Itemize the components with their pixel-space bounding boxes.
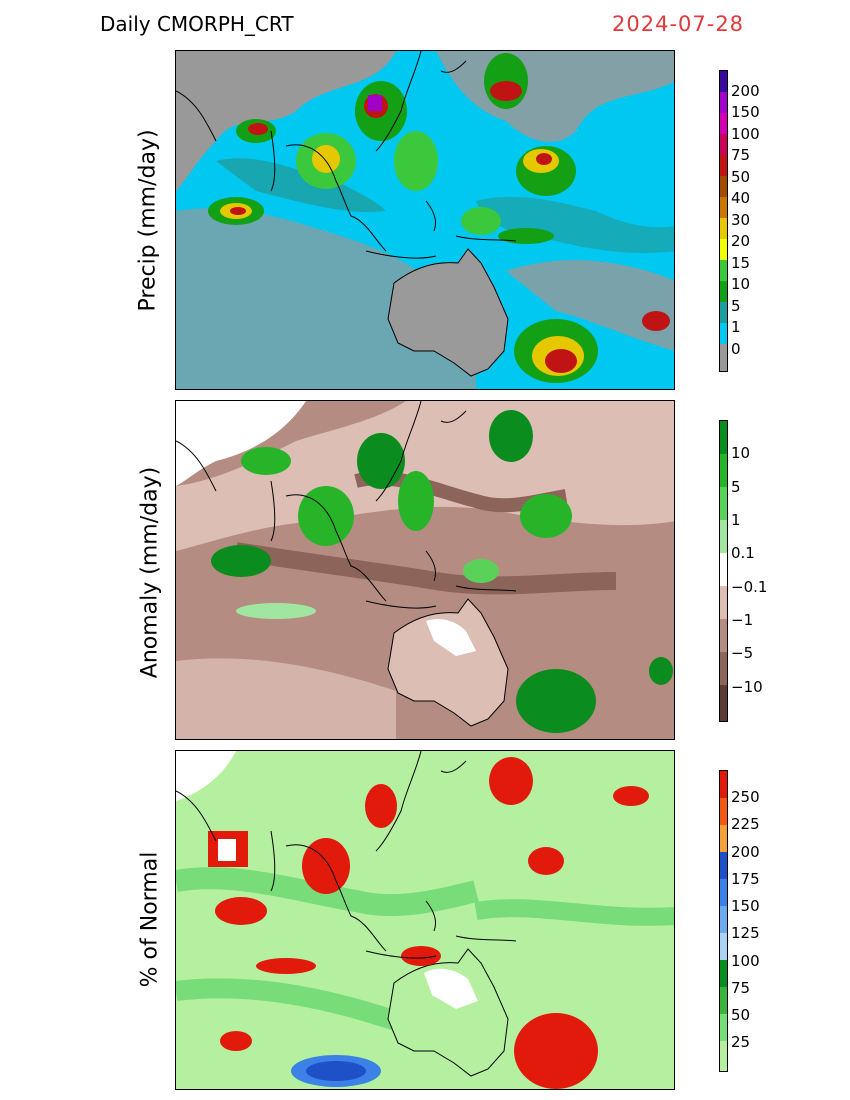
anomaly-tick-neg5: −5: [731, 644, 754, 662]
percent-colorbar: [719, 770, 728, 1072]
percent-tick-25: 25: [731, 1033, 751, 1051]
precip-tick-150: 150: [731, 103, 760, 121]
percent-tick-250: 250: [731, 788, 760, 806]
precip-colorbar: [719, 70, 728, 372]
ylabel-precip: Precip (mm/day): [135, 129, 161, 312]
precip-tick-5: 5: [731, 297, 741, 315]
anomaly-colorbar: [719, 420, 728, 722]
anomaly-tick-neg0.1: −0.1: [731, 578, 768, 596]
precip-map: [175, 50, 675, 390]
precip-tick-200: 200: [731, 82, 760, 100]
anomaly-tick-5: 5: [731, 478, 741, 496]
percent-tick-100: 100: [731, 952, 760, 970]
title-product: Daily CMORPH_CRT: [100, 12, 294, 36]
precip-tick-0: 0: [731, 340, 741, 358]
anomaly-tick-neg1: −1: [731, 611, 754, 629]
percent-tick-200: 200: [731, 843, 760, 861]
percent-tick-125: 125: [731, 924, 760, 942]
anomaly-tick-10: 10: [731, 444, 751, 462]
ylabel-anomaly: Anomaly (mm/day): [137, 466, 163, 679]
precip-tick-100: 100: [731, 125, 760, 143]
precip-tick-15: 15: [731, 254, 751, 272]
precip-tick-40: 40: [731, 189, 751, 207]
percent-tick-225: 225: [731, 815, 760, 833]
anomaly-map: [175, 400, 675, 740]
percent-tick-50: 50: [731, 1006, 751, 1024]
precip-tick-20: 20: [731, 232, 751, 250]
ylabel-percent: % of Normal: [137, 851, 163, 988]
precip-tick-10: 10: [731, 275, 751, 293]
anomaly-tick-neg10: −10: [731, 678, 763, 696]
precip-tick-50: 50: [731, 168, 751, 186]
title-date: 2024-07-28: [612, 12, 745, 36]
percent-tick-150: 150: [731, 897, 760, 915]
anomaly-tick-1: 1: [731, 511, 741, 529]
precip-tick-1: 1: [731, 318, 741, 336]
percent-tick-175: 175: [731, 870, 760, 888]
precip-tick-30: 30: [731, 211, 751, 229]
percent-tick-75: 75: [731, 979, 751, 997]
percent-map: [175, 750, 675, 1090]
precip-tick-75: 75: [731, 146, 751, 164]
anomaly-tick-0.1: 0.1: [731, 544, 755, 562]
